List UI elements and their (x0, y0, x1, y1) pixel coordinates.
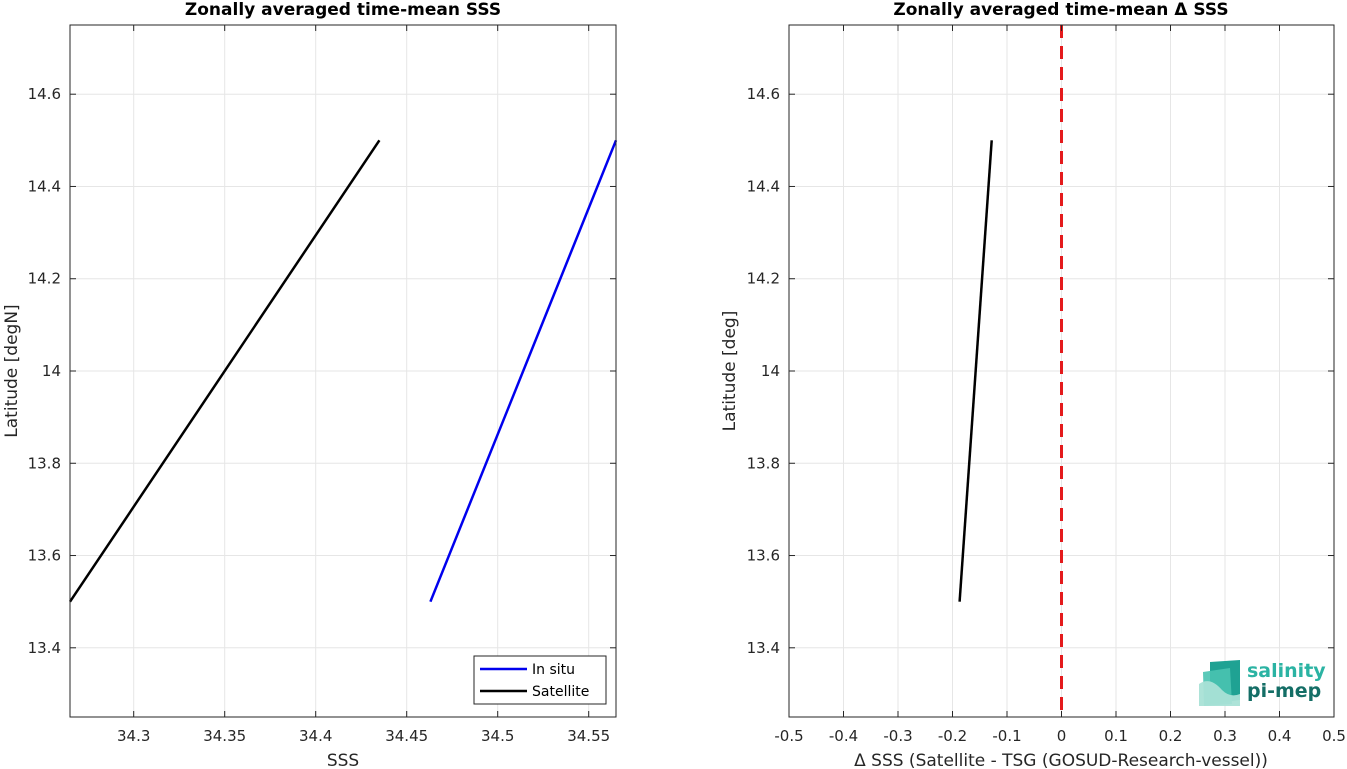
x-tick-label: 0 (1057, 727, 1067, 745)
x-tick-label: 34.35 (203, 727, 246, 745)
y-tick-label: 13.4 (28, 639, 61, 657)
legend-box (473, 655, 607, 705)
series-line-delta-0 (958, 140, 993, 602)
ticks-sss: 34.3 34.35 34.4 34.45 34.5 34.55 13.4 13.6 13.8 1… (28, 25, 616, 745)
y-tick-label: 13.8 (28, 454, 61, 472)
chart-title-delta-sss: Zonally averaged time-mean Δ SSS (893, 0, 1228, 20)
y-tick-label: 13.8 (747, 454, 780, 472)
x-tick-label: -0.3 (883, 727, 912, 745)
x-tick-label: 0.5 (1322, 727, 1346, 745)
y-tick-label: 14.2 (28, 270, 61, 288)
logo-text-pi-mep: pi-mep (1247, 680, 1321, 702)
x-tick-label: 0.2 (1159, 727, 1183, 745)
x-tick-label: 0.1 (1104, 727, 1128, 745)
x-axis-label-sss: SSS (327, 751, 359, 769)
y-axis-label-delta-sss: Latitude [deg] (720, 311, 740, 432)
series-group-sss (68, 139, 618, 603)
y-tick-label: 14.4 (28, 177, 61, 195)
panel-delta-sss: -0.5 -0.4 -0.3 -0.2 -0.1 0 0.1 0.2 0.3 0.4 0.5 13.4… (720, 0, 1346, 769)
legend: In situ Satellite (473, 655, 607, 705)
x-tick-label: 34.55 (567, 727, 610, 745)
x-tick-label: 34.3 (117, 727, 150, 745)
legend-label-in-situ: In situ (532, 662, 575, 678)
y-tick-label: 14.6 (28, 85, 61, 103)
y-tick-label: 14.6 (747, 85, 780, 103)
wave-icon (1199, 660, 1240, 706)
y-tick-label: 13.4 (747, 639, 780, 657)
panel-sss: 34.3 34.35 34.4 34.45 34.5 34.55 13.4 13.6 13.8 1… (2, 0, 618, 769)
logo-text-salinity: salinity (1247, 660, 1326, 682)
x-tick-label: 34.45 (385, 727, 428, 745)
x-tick-label: -0.4 (829, 727, 858, 745)
y-tick-label: 14.2 (747, 270, 780, 288)
chart-title-sss: Zonally averaged time-mean SSS (185, 0, 501, 20)
x-axis-label-delta-sss: Δ SSS (Satellite - TSG (GOSUD-Research-v… (854, 751, 1268, 769)
ticks-delta-sss: -0.5 -0.4 -0.3 -0.2 -0.1 0 0.1 0.2 0.3 0.4 0.5 13.4… (747, 25, 1346, 745)
series-line-satellite (68, 139, 381, 603)
x-tick-label: -0.2 (938, 727, 967, 745)
series-group-delta-sss (958, 25, 1063, 717)
y-tick-label: 13.6 (747, 547, 780, 565)
y-tick-label: 14 (42, 362, 61, 380)
series-line-in-situ (429, 139, 618, 603)
legend-label-satellite: Satellite (532, 684, 589, 700)
x-tick-label: 0.4 (1268, 727, 1292, 745)
y-tick-label: 14 (761, 362, 780, 380)
y-axis-label-sss: Latitude [degN] (2, 304, 22, 437)
x-tick-label: 34.4 (299, 727, 332, 745)
x-tick-label: -0.1 (992, 727, 1021, 745)
salinity-pi-mep-logo: salinity pi-mep (1199, 660, 1326, 706)
y-tick-label: 14.4 (747, 177, 780, 195)
x-tick-label: -0.5 (774, 727, 803, 745)
x-tick-label: 0.3 (1213, 727, 1237, 745)
y-tick-label: 13.6 (28, 547, 61, 565)
x-tick-label: 34.5 (481, 727, 514, 745)
